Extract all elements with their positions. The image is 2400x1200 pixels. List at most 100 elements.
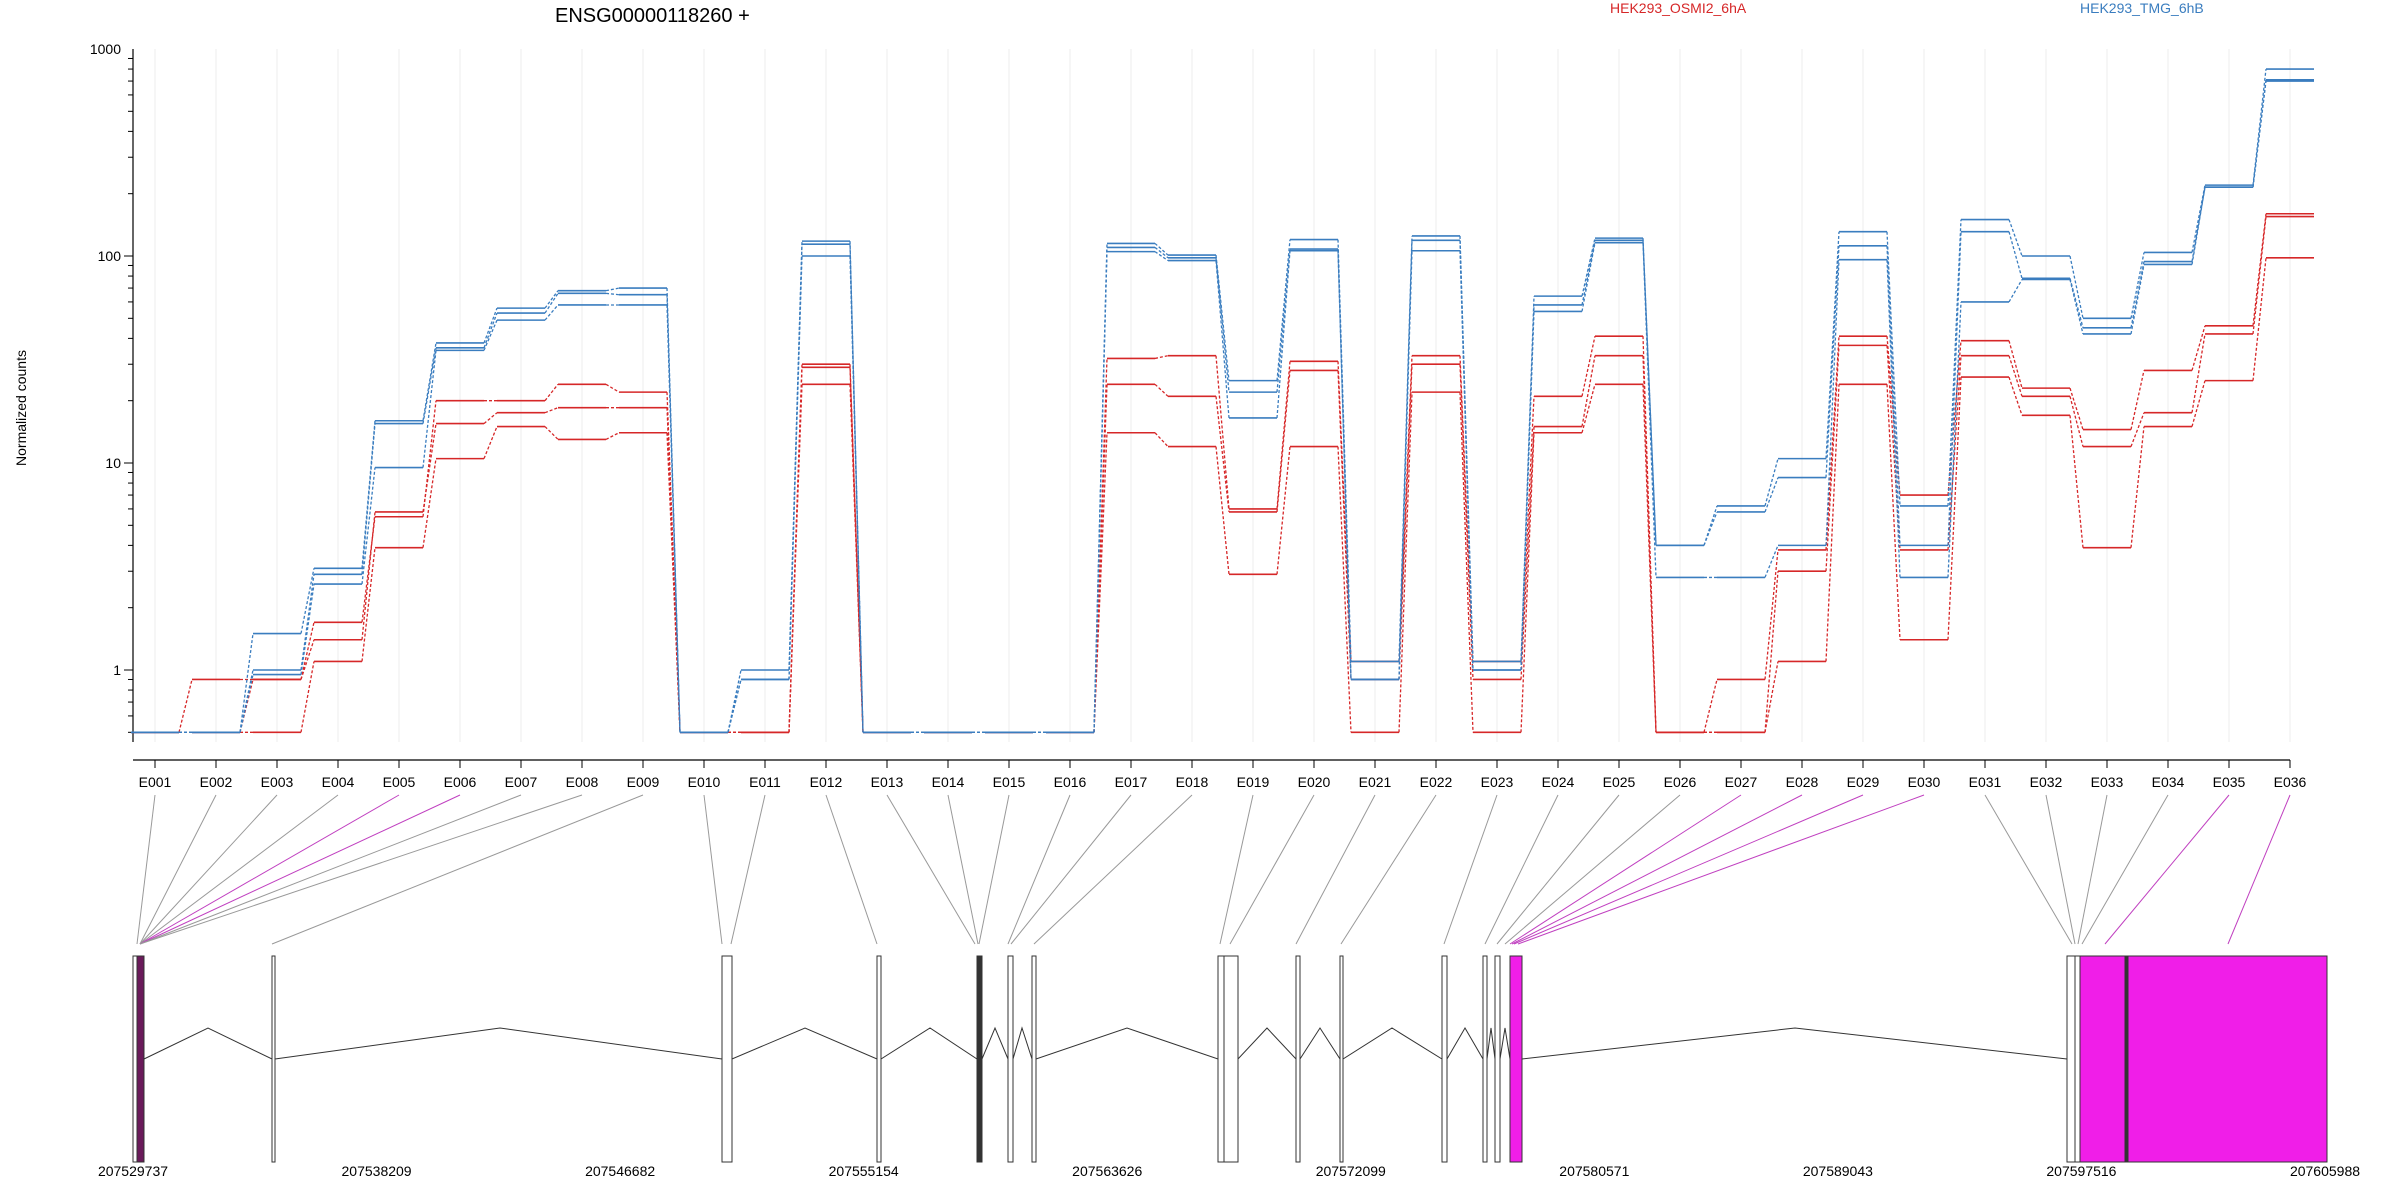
exon-box: [271, 955, 276, 1163]
exon-connector: [2077, 794, 2108, 945]
x-tick-label: E022: [1420, 774, 1453, 790]
x-tick-label: E026: [1664, 774, 1697, 790]
series-connector: [1581, 240, 1596, 306]
series-connector: [2191, 380, 2206, 427]
series-connector: [2130, 261, 2145, 328]
exon-connector: [2045, 794, 2076, 945]
series-connector: [544, 304, 559, 321]
exon-box: [1482, 955, 1488, 1163]
series-lines: [131, 68, 2314, 734]
series-connector: [2069, 279, 2084, 335]
series-connector: [361, 516, 376, 623]
series-connector: [1215, 396, 1230, 513]
series-line: [131, 78, 2314, 734]
exon-box: [132, 955, 138, 1163]
series-connector: [1825, 345, 1840, 572]
series-connector: [1642, 240, 1657, 546]
genomic-tick-label: 207555154: [829, 1163, 899, 1179]
genomic-tick-label: 207605988: [2290, 1163, 2360, 1179]
exon-connector: [1340, 794, 1437, 945]
series-connector: [300, 574, 315, 671]
series-connector: [361, 423, 376, 575]
series-connector: [2252, 213, 2267, 326]
series-connector: [1215, 257, 1230, 393]
series-connector: [1520, 396, 1535, 662]
genomic-tick-label: 207529737: [98, 1163, 168, 1179]
series-connector: [2191, 187, 2206, 265]
series-connector: [2008, 340, 2023, 389]
x-tick-label: E034: [2152, 774, 2185, 790]
series-connector: [1947, 377, 1962, 640]
exon-box: [1441, 955, 1448, 1163]
exon-connector: [1984, 794, 2073, 945]
series-connector: [1581, 242, 1596, 312]
series-connector: [422, 347, 437, 424]
y-tick-label: 1000: [90, 41, 121, 57]
y-axis: 1 10 100 1000: [90, 41, 134, 742]
series-connector: [1154, 242, 1169, 256]
exon-connector: [139, 794, 522, 945]
series-connector: [1215, 255, 1230, 381]
x-tick-label: E011: [749, 774, 781, 790]
series-connector: [2069, 396, 2084, 447]
series-connector: [2008, 355, 2023, 397]
x-tick-label: E012: [810, 774, 843, 790]
x-tick-label: E006: [444, 774, 477, 790]
series-connector: [2130, 264, 2145, 335]
x-tick-label: E027: [1725, 774, 1758, 790]
series-connector: [239, 674, 254, 733]
genomic-tick-label: 207597516: [2046, 1163, 2116, 1179]
x-tick-label: E014: [932, 774, 965, 790]
exon-box: [1509, 955, 1523, 1163]
exon-box: [721, 955, 733, 1163]
exon-connector: [1484, 794, 1559, 945]
exon-connector: [139, 794, 339, 945]
exon-box: [1295, 955, 1301, 1163]
exon-connector: [1007, 794, 1071, 945]
series-connector: [2130, 412, 2145, 447]
series-connector: [1764, 545, 1779, 578]
exon-box: [1007, 955, 1014, 1163]
series-connector: [1154, 432, 1169, 448]
series-connector: [361, 467, 376, 585]
genomic-tick-label: 207538209: [342, 1163, 412, 1179]
series-connector: [605, 383, 620, 393]
x-tick-label: E009: [627, 774, 660, 790]
x-tick-label: E013: [871, 774, 904, 790]
x-tick-label: E010: [688, 774, 721, 790]
series-connector: [727, 679, 742, 733]
series-connector: [1154, 246, 1169, 259]
series-connector: [666, 304, 681, 733]
intron-line: [143, 1026, 2068, 1060]
series-connector: [1337, 446, 1352, 733]
exon-connector: [271, 794, 644, 945]
x-tick-label: E030: [1908, 774, 1941, 790]
series-connector: [1459, 240, 1474, 671]
series-connector: [544, 292, 559, 314]
series-connector: [1398, 250, 1413, 680]
series-connector: [1581, 355, 1596, 427]
series-connector: [1642, 242, 1657, 578]
series-connector: [605, 292, 620, 296]
x-tick-label: E029: [1847, 774, 1880, 790]
x-tick-label: E016: [1054, 774, 1087, 790]
series-connector: [1215, 446, 1230, 575]
series-connector: [1642, 355, 1657, 733]
exon-box: [136, 955, 145, 1163]
exon-connector: [1504, 794, 1681, 945]
series-connector: [1947, 231, 1962, 546]
series-connector: [605, 432, 620, 440]
series-connector: [1215, 260, 1230, 419]
series-connector: [1154, 383, 1169, 397]
series-connector: [2008, 279, 2023, 303]
legend-entry-tmg: HEK293_TMG_6hB: [2080, 0, 2204, 16]
exon-connector: [978, 794, 1010, 945]
exon-connector: [139, 794, 217, 945]
series-line: [131, 212, 2314, 734]
x-tick-label: E019: [1237, 774, 1270, 790]
series-connector: [1581, 237, 1596, 297]
y-axis-label: Normalized counts: [13, 350, 29, 466]
series-connector: [849, 255, 864, 733]
x-tick-label: E008: [566, 774, 599, 790]
